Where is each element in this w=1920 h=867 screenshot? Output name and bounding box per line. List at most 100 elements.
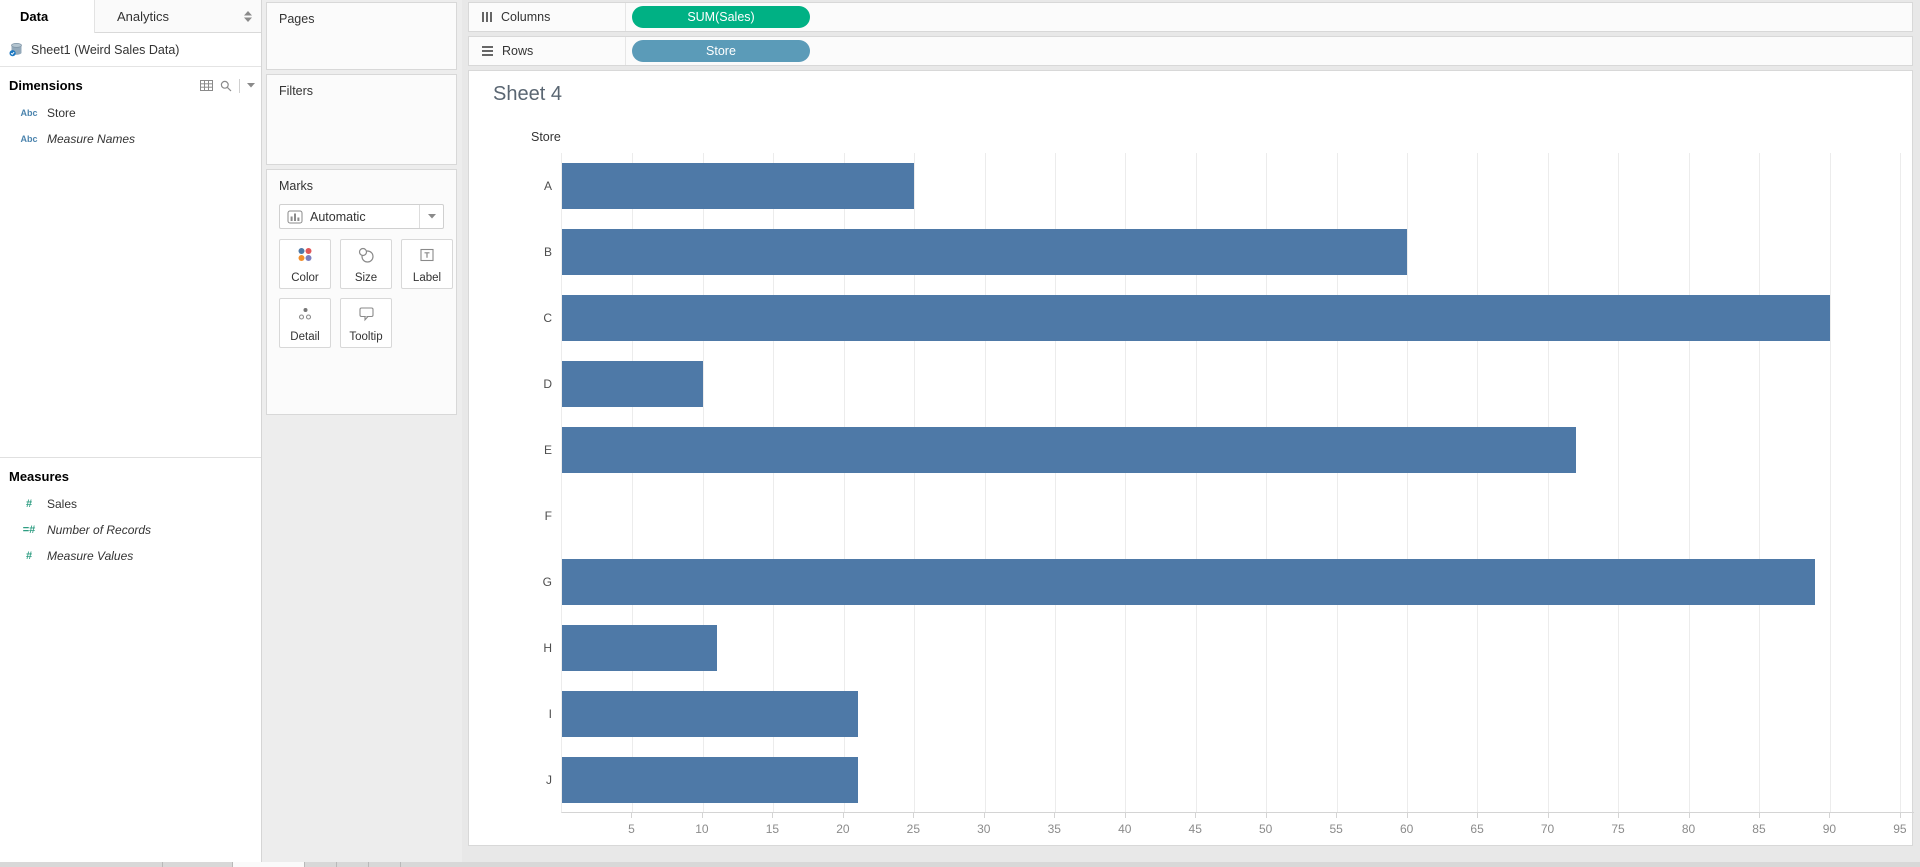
tick-mark bbox=[1124, 813, 1126, 818]
bar-a[interactable] bbox=[562, 163, 915, 209]
tick-mark bbox=[1688, 813, 1690, 818]
field-label: Number of Records bbox=[47, 523, 152, 537]
field-measure-values[interactable]: # Measure Values bbox=[0, 543, 261, 569]
bar-row-b bbox=[562, 219, 1914, 285]
text-type-icon: Abc bbox=[20, 134, 38, 144]
tick-mark bbox=[1829, 813, 1831, 818]
sheet-tab-divider bbox=[232, 862, 233, 867]
tick-mark bbox=[1899, 813, 1901, 818]
field-measure-names[interactable]: Abc Measure Names bbox=[0, 126, 261, 152]
sheet-tab-strip[interactable] bbox=[0, 862, 1920, 867]
tab-data[interactable]: Data bbox=[0, 0, 95, 33]
tab-analytics[interactable]: Analytics bbox=[95, 0, 261, 33]
sheet-title[interactable]: Sheet 4 bbox=[493, 83, 562, 105]
measures-header: Measures bbox=[9, 469, 69, 484]
view-data-grid-icon[interactable] bbox=[200, 80, 213, 91]
gridline bbox=[1266, 153, 1268, 812]
category-label-h[interactable]: H bbox=[543, 641, 552, 655]
pill-sum-sales[interactable]: SUM(Sales) bbox=[632, 6, 810, 28]
category-label-g[interactable]: G bbox=[542, 575, 552, 589]
data-source-row[interactable]: Sheet1 (Weird Sales Data) bbox=[0, 33, 261, 67]
size-icon bbox=[357, 246, 375, 264]
bar-d[interactable] bbox=[562, 361, 703, 407]
field-label: Measure Values bbox=[47, 549, 134, 563]
tick-label: 65 bbox=[1470, 822, 1484, 836]
gridline bbox=[1618, 153, 1620, 812]
columns-icon bbox=[482, 12, 492, 22]
label-button[interactable]: Label bbox=[401, 239, 453, 289]
bar-row-d bbox=[562, 351, 1914, 417]
tick-label: 95 bbox=[1893, 822, 1907, 836]
field-sales[interactable]: # Sales bbox=[0, 491, 261, 517]
tick-label: 35 bbox=[1047, 822, 1061, 836]
filters-shelf[interactable]: Filters bbox=[266, 74, 457, 165]
rows-icon bbox=[482, 46, 493, 56]
tick-label: 50 bbox=[1259, 822, 1273, 836]
category-label-b[interactable]: B bbox=[543, 245, 552, 259]
tick-mark bbox=[1406, 813, 1408, 818]
gridline bbox=[1407, 153, 1408, 812]
search-icon[interactable] bbox=[220, 80, 232, 92]
bar-g[interactable] bbox=[562, 559, 1816, 605]
color-button[interactable]: Color bbox=[279, 239, 331, 289]
mark-type-value: Automatic bbox=[310, 209, 366, 224]
row-field-header[interactable]: Store bbox=[531, 130, 561, 144]
bar-j[interactable] bbox=[562, 757, 858, 803]
category-label-c[interactable]: C bbox=[543, 311, 552, 325]
bar-row-f bbox=[562, 483, 1914, 549]
tick-mark bbox=[842, 813, 844, 818]
tick-mark bbox=[631, 813, 633, 818]
label-icon bbox=[418, 246, 436, 264]
pane-collapse-icon[interactable] bbox=[244, 11, 252, 22]
gridline bbox=[914, 153, 916, 812]
active-sheet-tab[interactable] bbox=[233, 862, 304, 867]
tab-analytics-label: Analytics bbox=[117, 8, 170, 24]
number-type-icon: # bbox=[25, 550, 33, 562]
category-label-e[interactable]: E bbox=[543, 443, 552, 457]
category-label-f[interactable]: F bbox=[544, 509, 552, 523]
rows-shelf[interactable]: Rows Store bbox=[468, 36, 1913, 66]
number-type-icon: # bbox=[25, 498, 33, 510]
pill-store[interactable]: Store bbox=[632, 40, 810, 62]
mark-type-dropdown[interactable]: Automatic bbox=[279, 204, 444, 229]
category-label-a[interactable]: A bbox=[543, 179, 552, 193]
size-button[interactable]: Size bbox=[340, 239, 392, 289]
measures-section: Measures # Sales =# Number of Records # Measu… bbox=[0, 457, 261, 569]
mark-button-label: Color bbox=[291, 272, 319, 284]
field-store[interactable]: Abc Store bbox=[0, 100, 261, 126]
bar-c[interactable] bbox=[562, 295, 1830, 341]
tick-label: 25 bbox=[906, 822, 921, 836]
mark-button-label: Size bbox=[354, 272, 378, 284]
tooltip-button[interactable]: Tooltip bbox=[340, 298, 392, 348]
tick-label: 80 bbox=[1681, 822, 1696, 836]
detail-button[interactable]: Detail bbox=[279, 298, 331, 348]
field-number-of-records[interactable]: =# Number of Records bbox=[0, 517, 261, 543]
sheet-tab-divider bbox=[162, 862, 163, 867]
pages-shelf[interactable]: Pages bbox=[266, 2, 457, 70]
filters-shelf-label: Filters bbox=[279, 84, 314, 98]
tick-label: 70 bbox=[1540, 822, 1555, 836]
chevron-down-icon[interactable] bbox=[247, 83, 255, 88]
mark-button-label: Tooltip bbox=[349, 331, 383, 343]
gridline bbox=[1477, 153, 1479, 812]
category-label-i[interactable]: I bbox=[548, 707, 552, 721]
chevron-down-icon[interactable] bbox=[419, 205, 443, 228]
bar-b[interactable] bbox=[562, 229, 1407, 275]
tick-mark bbox=[1336, 813, 1338, 818]
bar-row-j bbox=[562, 747, 1914, 813]
bar-h[interactable] bbox=[562, 625, 717, 671]
tooltip-icon bbox=[357, 305, 376, 322]
marks-buttons: Color Size Label Detail Tooltip bbox=[279, 239, 453, 348]
tick-label: 75 bbox=[1611, 822, 1625, 836]
category-label-d[interactable]: D bbox=[543, 377, 552, 391]
category-label-j[interactable]: J bbox=[546, 773, 552, 787]
marks-card-label: Marks bbox=[279, 179, 314, 193]
bar-e[interactable] bbox=[562, 427, 1576, 473]
gridline bbox=[632, 153, 634, 812]
dimensions-header: Dimensions bbox=[9, 78, 83, 93]
gridline bbox=[1054, 153, 1056, 812]
columns-shelf[interactable]: Columns SUM(Sales) bbox=[468, 2, 1913, 32]
value-axis: 5 10 15 20 25 30 35 40 45 50 55 60 65 70 75 80 85 90 95 bbox=[561, 813, 1914, 847]
bar-i[interactable] bbox=[562, 691, 858, 737]
gridline bbox=[984, 153, 986, 812]
